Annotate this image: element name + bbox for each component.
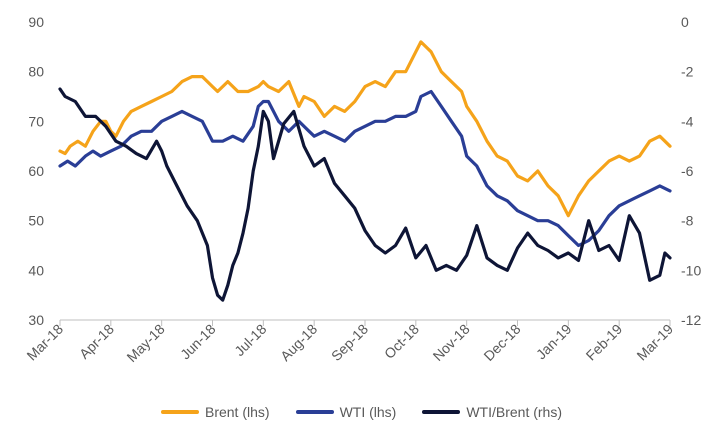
x-axis-tick-label: Jul-18 [231, 321, 269, 359]
x-axis-tick-label: Aug-18 [277, 321, 320, 364]
left-axis-tick-label: 80 [28, 64, 44, 80]
x-axis-tick-label: Oct-18 [381, 321, 422, 362]
x-axis-tick-label: Jun-18 [177, 321, 219, 363]
legend-item-ratio: WTI/Brent (rhs) [422, 404, 562, 420]
right-axis-tick-label: -6 [681, 163, 694, 179]
right-axis-tick-label: -10 [681, 262, 701, 278]
left-axis-tick-label: 60 [28, 163, 44, 179]
x-axis-tick-label: Nov-18 [430, 321, 473, 364]
x-axis-tick-label: Apr-18 [76, 321, 117, 362]
series-line-0 [58, 40, 672, 218]
left-axis-labels: 30 40 50 60 70 80 90 [28, 14, 44, 328]
series-lines [58, 40, 672, 302]
right-axis-tick-label: -8 [681, 213, 694, 229]
chart-legend: Brent (lhs) WTI (lhs) WTI/Brent (rhs) [0, 400, 723, 424]
legend-item-brent: Brent (lhs) [160, 404, 270, 420]
series-line-2 [58, 87, 672, 302]
right-axis-labels: 0 -2 -4 -6 -8 -10 -12 [681, 14, 701, 328]
legend-label-brent: Brent (lhs) [204, 404, 270, 420]
right-axis-tick-label: -4 [681, 113, 694, 129]
legend-swatch-ratio [422, 410, 461, 414]
x-axis-tick-label: Sep-18 [328, 321, 371, 364]
right-axis-tick-label: 0 [681, 14, 689, 30]
x-axis: Mar-18 Apr-18 May-18 Jun-18 Jul-18 Aug-18 Sep-… [23, 319, 676, 365]
legend-swatch-brent [160, 410, 199, 414]
x-axis-tick-label: Feb-19 [583, 321, 626, 364]
left-axis-tick-label: 70 [28, 113, 44, 129]
left-axis-tick-label: 90 [28, 14, 44, 30]
x-axis-tick-label: Mar-19 [633, 321, 676, 364]
x-axis-tick-label: Dec-18 [480, 321, 523, 364]
legend-label-wti: WTI (lhs) [339, 404, 397, 420]
left-axis-tick-label: 50 [28, 213, 44, 229]
legend-label-ratio: WTI/Brent (rhs) [466, 404, 562, 420]
series-line-1 [58, 89, 672, 248]
left-axis-tick-label: 30 [28, 312, 44, 328]
x-axis-tick-label: Jan-19 [533, 321, 575, 363]
x-axis-tick-label: May-18 [123, 321, 167, 365]
right-axis-tick-label: -2 [681, 64, 694, 80]
right-axis-tick-label: -12 [681, 312, 701, 328]
left-axis-tick-label: 40 [28, 262, 44, 278]
legend-swatch-wti [295, 410, 334, 414]
legend-item-wti: WTI (lhs) [295, 404, 397, 420]
